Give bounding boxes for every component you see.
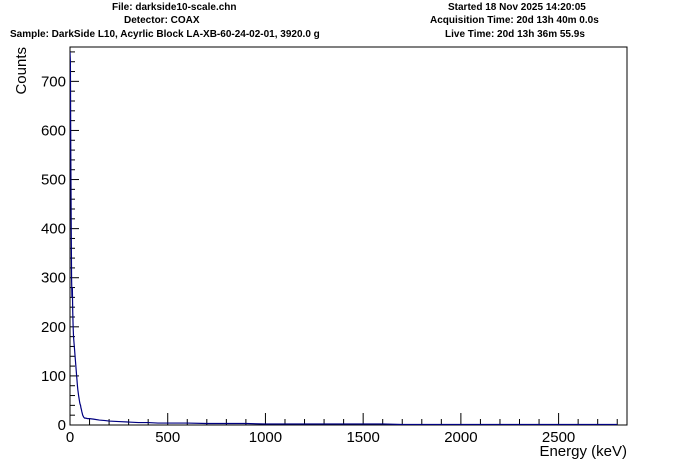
plot-area: 0 100 200 300 400 500 600 700 0 500 1000 1500 2000 25… [41,46,628,446]
sample-label: Sample: DarkSide L10, Acyrlic Block LA-X… [10,29,320,40]
live-time-label: Live Time: 20d 13h 36m 55.9s [445,29,585,40]
x-tick-label: 1500 [346,429,379,446]
x-tick-label: 500 [155,429,180,446]
y-tick-label: 100 [41,368,66,385]
started-label: Started 18 Nov 2025 14:20:05 [448,2,586,13]
y-tick-label: 400 [41,221,66,238]
y-axis-label: Counts [13,47,30,95]
y-tick-label: 700 [41,73,66,90]
detector-label: Detector: COAX [124,15,200,26]
file-label: File: darkside10-scale.chn [112,2,237,13]
acquisition-time-label: Acquisition Time: 20d 13h 40m 0.0s [430,15,599,26]
y-tick-label: 500 [41,172,66,189]
x-tick-label: 0 [66,429,74,446]
y-tick-label: 0 [58,417,66,434]
spectrum-line [70,51,618,425]
plot-frame [69,46,628,426]
x-tick-label: 1000 [249,429,282,446]
x-tick-label: 2000 [444,429,477,446]
y-tick-label: 600 [41,122,66,139]
y-tick-label: 200 [41,319,66,336]
x-tick-label: 2500 [542,429,575,446]
x-axis-label: Energy (keV) [539,443,627,460]
y-tick-label: 300 [41,270,66,287]
